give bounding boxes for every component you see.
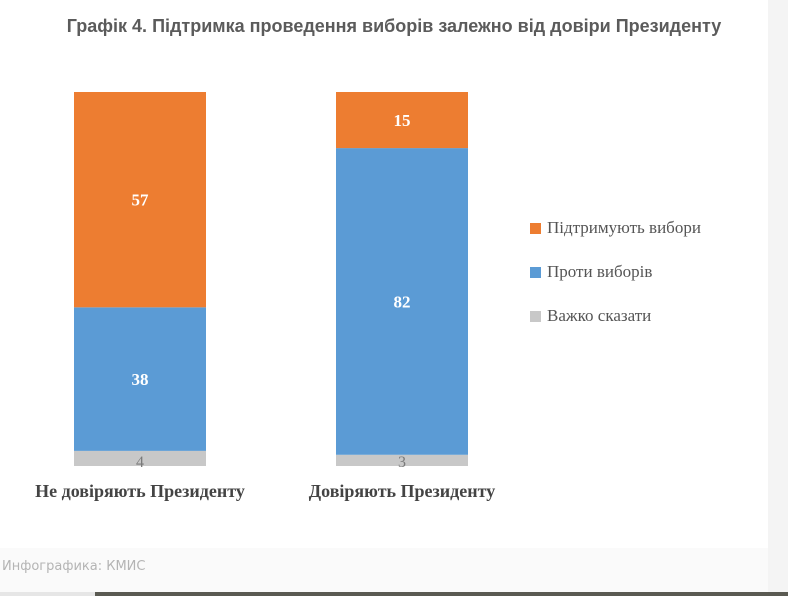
legend-item-against: Проти виборів (530, 250, 701, 294)
data-label: 4 (136, 454, 144, 471)
blue-square-icon (530, 266, 541, 278)
bar-segment (336, 454, 468, 466)
legend-item-hard-to-say: Важко сказати (530, 294, 701, 338)
data-label: 3 (398, 454, 406, 471)
data-label: 57 (132, 191, 150, 210)
bottom-border (0, 592, 788, 596)
stacked-bar-chart: 4 38 57 3 82 15 Не довіряють Президенту Довіря… (35, 92, 495, 501)
category-label: Довіряють Президенту (309, 481, 495, 501)
data-label: 82 (394, 292, 411, 311)
bar-segment (74, 92, 206, 308)
data-label: 15 (394, 111, 411, 130)
bar-segment (74, 307, 206, 451)
source-caption: Инфографика: КМИС (2, 559, 146, 574)
category-labels: Не довіряють Президенту Довіряють Президе… (35, 481, 495, 501)
data-label: 38 (132, 370, 149, 389)
bars-group: 4 38 57 3 82 15 (74, 92, 468, 471)
gray-square-icon (530, 310, 541, 322)
legend-item-support: Підтримують вибори (530, 206, 701, 250)
legend-label: Підтримують вибори (547, 218, 701, 237)
bar-segment (336, 148, 468, 455)
legend-label: Важко сказати (547, 306, 652, 325)
bar-segment (74, 450, 206, 466)
right-margin (768, 0, 788, 596)
caption-strip (0, 548, 788, 596)
legend-label: Проти виборів (547, 262, 653, 281)
bar-segment (336, 92, 468, 149)
chart-title: Графік 4. Підтримка проведення виборів з… (66, 16, 722, 36)
legend: Підтримують вибори Проти виборів Важко с… (530, 206, 701, 338)
orange-square-icon (530, 222, 541, 234)
category-label: Не довіряють Президенту (35, 481, 245, 501)
